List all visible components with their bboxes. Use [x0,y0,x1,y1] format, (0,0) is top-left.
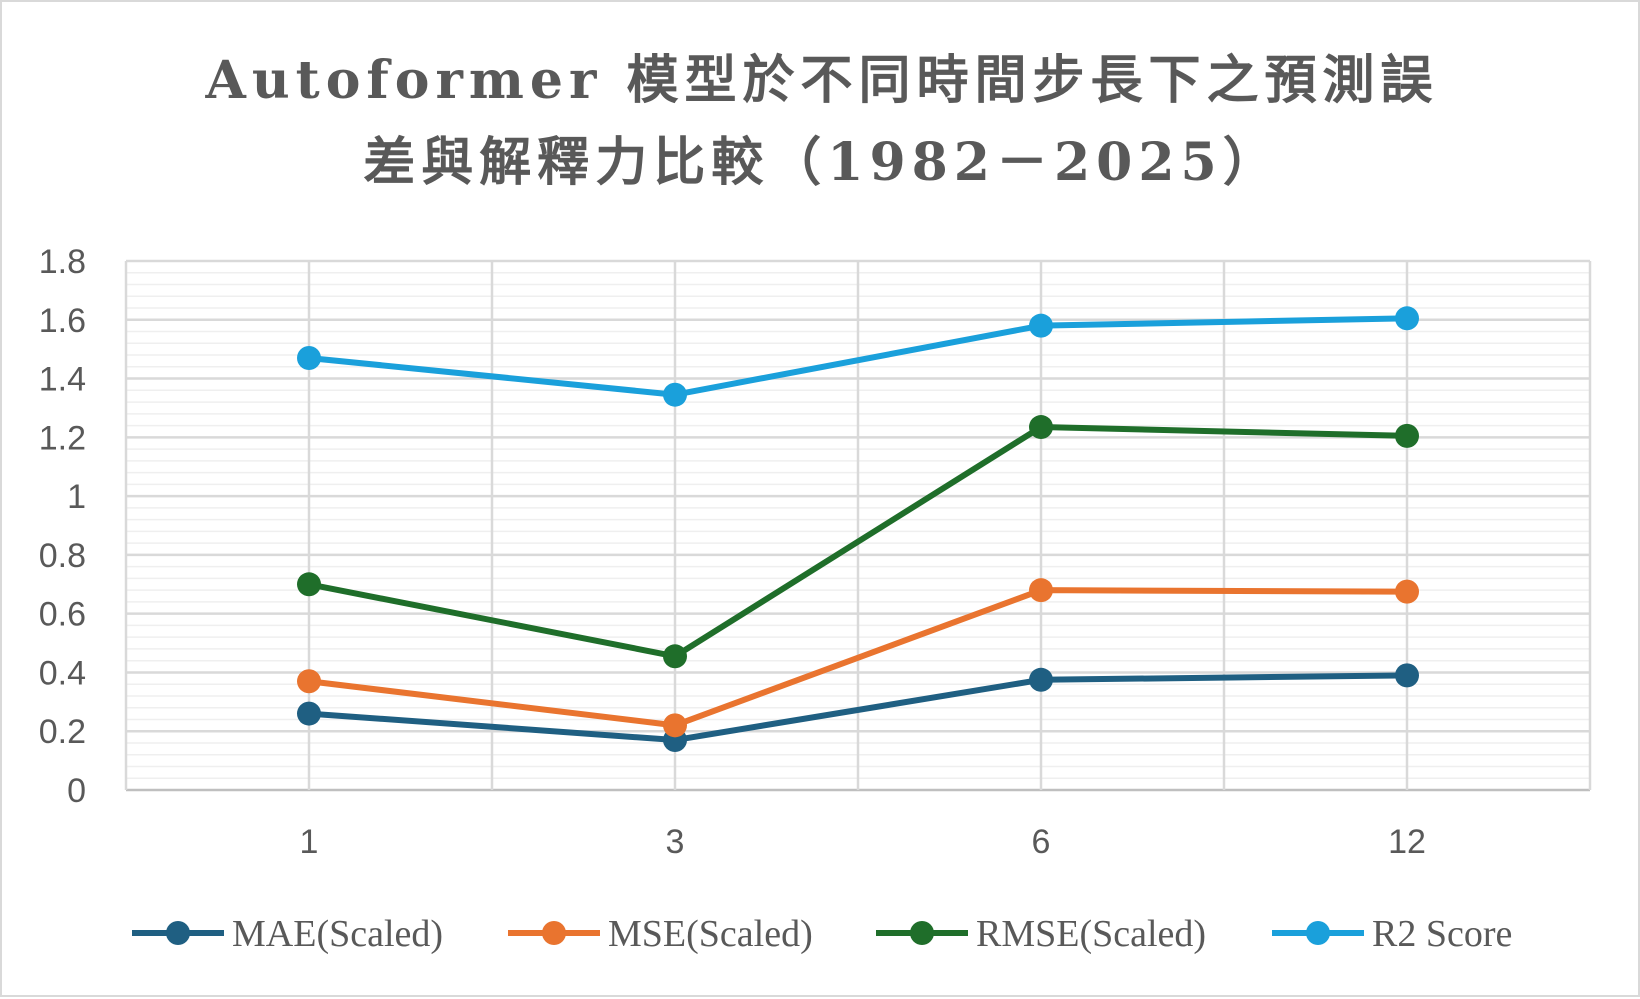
series-line [308,315,1408,398]
series-line [308,424,1408,660]
chart-title-line-1: Autoformer 模型於不同時間步長下之預測誤 [205,50,1439,111]
series-r2-score [297,306,1419,407]
series-line [308,587,1408,729]
data-point [297,345,321,370]
chart-title-line-2: 差與解釋力比較（1982－2025） [363,132,1281,193]
legend-entry: R2 Score [1272,913,1512,955]
y-tick-label: 0.4 [39,654,86,692]
data-point [1395,663,1419,688]
legend-marker [166,921,190,945]
y-tick-label: 1.8 [39,243,86,281]
x-tick-label: 6 [1032,823,1051,861]
legend-entry: MAE(Scaled) [132,913,443,955]
y-tick-label: 0 [67,772,86,810]
chart-title: Autoformer 模型於不同時間步長下之預測誤 差與解釋力比較（1982－2… [2,40,1640,204]
data-point [1395,579,1419,604]
legend-label: MAE(Scaled) [232,913,443,955]
y-tick-label: 0.8 [39,537,86,575]
data-point [1395,306,1419,331]
data-point [1029,667,1053,692]
legend: MAE(Scaled) MSE(Scaled) RMSE(Scaled) R2 Sco… [132,913,1512,955]
series-mse-scaled [297,578,1419,738]
y-tick-label: 1.2 [39,419,86,457]
data-point [1029,578,1053,603]
data-point [1029,415,1053,440]
series-layer [297,306,1419,753]
y-tick-label: 1.6 [39,302,86,340]
legend-entry: RMSE(Scaled) [876,913,1206,955]
data-point [297,701,321,726]
y-tick-label: 0.6 [39,596,86,634]
legend-entry: MSE(Scaled) [508,913,813,955]
y-tick-label: 1 [67,478,86,516]
x-tick-label: 1 [300,823,319,861]
legend-marker [542,921,566,945]
legend-label: R2 Score [1372,913,1512,955]
x-tick-label: 3 [666,823,685,861]
y-tick-label: 1.4 [39,361,86,399]
legend-label: MSE(Scaled) [608,913,813,955]
y-tick-label: 0.2 [39,713,86,751]
data-point [663,644,687,669]
legend-marker [910,921,934,945]
data-point [297,572,321,597]
series-line [308,672,1408,744]
series-rmse-scaled [297,415,1419,669]
legend-label: RMSE(Scaled) [976,913,1206,955]
data-point [1029,313,1053,338]
data-point [663,713,687,738]
data-point [663,382,687,407]
x-tick-label: 12 [1388,823,1426,861]
data-point [297,669,321,694]
legend-marker [1306,921,1330,945]
axes: 0 0.2 0.4 0.6 0.8 1 1.2 1.4 1.6 1.8 1 3 6 12 [39,243,1426,861]
data-point [1395,423,1419,448]
